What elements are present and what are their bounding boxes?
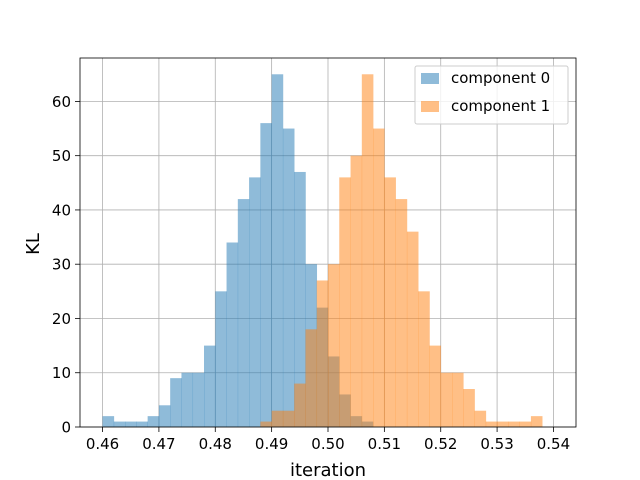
histogram-bar (158, 405, 171, 427)
legend-box (414, 65, 569, 125)
histogram-bar (328, 264, 340, 427)
histogram-bar (418, 291, 430, 427)
y-tick-label: 0 (61, 419, 71, 437)
bars-layer (102, 74, 543, 428)
histogram-bar (440, 372, 453, 427)
histogram-bar (395, 199, 408, 427)
histogram-bar (102, 416, 115, 427)
y-tick-label: 40 (52, 201, 71, 219)
histogram-bar (519, 421, 532, 427)
histogram-bar (113, 421, 126, 427)
x-tick-label: 0.50 (311, 435, 344, 453)
histogram-bar (181, 372, 194, 427)
y-tick-label: 50 (52, 147, 71, 165)
histogram-bar (316, 280, 329, 427)
x-tick-label: 0.54 (537, 435, 570, 453)
histogram-bar (204, 345, 216, 427)
histogram-bar (170, 378, 182, 427)
x-tick-label: 0.51 (368, 435, 401, 453)
histogram-bar (508, 421, 520, 427)
x-tick-label: 0.47 (142, 435, 175, 453)
histogram-bar (373, 128, 385, 427)
histogram-bar (294, 171, 306, 427)
histogram-bar (260, 421, 272, 427)
y-axis-label: KL (23, 233, 44, 255)
histogram-bar (136, 421, 148, 427)
histogram-bar (260, 123, 272, 427)
histogram-bar (237, 199, 250, 427)
histogram-bar (147, 416, 160, 427)
y-tick-label: 30 (52, 256, 71, 274)
histogram-bar (350, 155, 363, 428)
histogram-bar (384, 177, 396, 427)
histogram-bar (226, 242, 239, 427)
histogram-bar (215, 291, 227, 427)
legend-label-component-0: component 0 (451, 69, 550, 87)
histogram-bar (271, 410, 284, 427)
y-tick-label: 20 (52, 310, 71, 328)
histogram-bar (282, 410, 295, 427)
histogram-bar (339, 177, 351, 427)
histogram-bar (271, 74, 284, 427)
y-tick-label: 10 (52, 364, 71, 382)
histogram-bar (463, 389, 475, 427)
histogram-bar (474, 410, 487, 427)
y-tick-label: 60 (52, 93, 71, 111)
legend-label-component-1: component 1 (451, 97, 550, 115)
histogram-bar (305, 329, 318, 427)
x-tick-label: 0.48 (199, 435, 232, 453)
histogram-bar (429, 345, 442, 427)
legend-swatch-component-1 (421, 101, 439, 112)
x-axis-label: iteration (290, 460, 366, 480)
histogram-bar (485, 421, 498, 427)
histogram-bar (530, 416, 543, 427)
series-1-bars (260, 74, 543, 428)
legend-swatch-component-0 (421, 73, 439, 84)
x-tick-label: 0.49 (255, 435, 288, 453)
histogram-bar (249, 177, 261, 427)
histogram-bar (192, 372, 205, 427)
histogram-bar (361, 74, 374, 427)
histogram-bar (497, 421, 509, 427)
legend: component 0 component 1 (414, 65, 569, 125)
histogram-bar (282, 128, 295, 427)
ticks-layer: 0.46 0.47 0.48 0.49 0.50 0.51 0.52 0.53 0.54 0 10 2… (52, 93, 570, 453)
histogram-bar (125, 421, 137, 427)
x-tick-label: 0.46 (86, 435, 119, 453)
histogram-bar (294, 383, 306, 427)
x-tick-label: 0.53 (480, 435, 513, 453)
histogram-bar (452, 372, 464, 427)
x-tick-label: 0.52 (424, 435, 457, 453)
histogram-bar (406, 231, 419, 427)
